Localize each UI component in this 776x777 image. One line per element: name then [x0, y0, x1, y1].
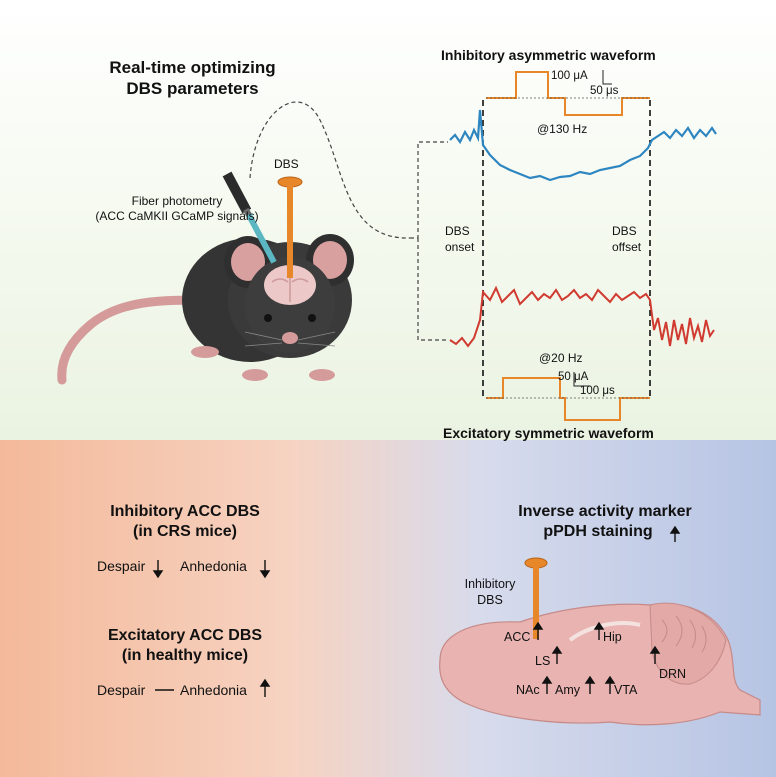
- inhibitory-acc-dbs-title: Inhibitory ACC DBS (in CRS mice): [70, 502, 300, 542]
- dbs-offset-label: DBS offset: [612, 223, 641, 255]
- offset-line2: offset: [612, 240, 642, 254]
- inhibitory-amplitude: 100 μA: [551, 70, 588, 82]
- excitatory-pulse-width: 100 μs: [580, 385, 615, 397]
- top-heading-line1: Real-time optimizing: [109, 58, 276, 77]
- region-vta: VTA: [614, 683, 638, 697]
- excitatory-acc-dbs-title: Excitatory ACC DBS (in healthy mice): [70, 626, 300, 666]
- inhibitory-pulse-width: 50 μs: [590, 85, 619, 97]
- fiber-photometry-label: Fiber photometry (ACC CaMKII GCaMP signa…: [82, 194, 272, 224]
- inhib-title-line1: Inhibitory ACC DBS: [110, 503, 260, 520]
- red-gcamp-trace: [449, 285, 715, 348]
- excit-title-line2: (in healthy mice): [121, 647, 249, 664]
- inhibitory-dbs-label: Inhibitory DBS: [455, 576, 525, 608]
- brain-dbs-line2: DBS: [477, 593, 503, 607]
- fiber-probe: [222, 171, 277, 264]
- top-heading-line2: DBS parameters: [126, 79, 259, 98]
- excit-anhedonia-label: Anhedonia: [180, 682, 247, 698]
- sagittal-brain-illustration: [439, 602, 761, 726]
- mouse-dbs-label: DBS: [274, 157, 299, 171]
- region-hip: Hip: [603, 630, 622, 644]
- marker-title-line2: pPDH staining: [543, 523, 653, 540]
- inhibitory-frequency: @130 Hz: [537, 122, 588, 136]
- fiber-label-line2: (ACC CaMKII GCaMP signals): [95, 209, 259, 223]
- region-drn: DRN: [659, 667, 687, 681]
- trace-bracket: [410, 141, 448, 341]
- top-panel-background: [0, 0, 776, 440]
- excitatory-waveform: [486, 377, 650, 421]
- inhib-anhedonia-label: Anhedonia: [180, 558, 247, 574]
- region-nac: NAc: [516, 683, 540, 697]
- marker-title-line1: Inverse activity marker: [518, 503, 692, 520]
- excitatory-waveform-title: Excitatory symmetric waveform: [443, 425, 654, 441]
- inhibitory-waveform-title: Inhibitory asymmetric waveform: [441, 47, 656, 63]
- onset-line2: onset: [445, 240, 475, 254]
- inverse-activity-marker-title: Inverse activity marker pPDH staining: [490, 502, 720, 542]
- blue-gcamp-trace: [449, 109, 717, 182]
- offset-line1: DBS: [612, 224, 637, 238]
- brain-dbs-electrode: [524, 557, 548, 639]
- fiber-connector-dashed: [249, 101, 411, 239]
- excit-title-line1: Excitatory ACC DBS: [107, 627, 263, 644]
- region-amy: Amy: [555, 683, 580, 697]
- inhib-despair-label: Despair: [97, 558, 146, 574]
- dbs-onset-label: DBS onset: [445, 223, 474, 255]
- region-ls: LS: [535, 654, 551, 668]
- brain-dbs-line1: Inhibitory: [464, 577, 516, 591]
- mouse-tail: [57, 295, 215, 385]
- mouse-dbs-electrode: [277, 176, 303, 278]
- arrows: [152, 525, 681, 697]
- excit-despair-label: Despair: [97, 682, 146, 698]
- inhib-title-line2: (in CRS mice): [132, 523, 237, 540]
- excitatory-amplitude: 50 μA: [558, 371, 589, 383]
- inhibitory-waveform: [486, 71, 650, 116]
- mouse-illustration: [182, 234, 354, 381]
- region-acc: ACC: [504, 630, 531, 644]
- excitatory-frequency: @20 Hz: [539, 351, 583, 365]
- fiber-label-line1: Fiber photometry: [131, 194, 223, 208]
- top-heading: Real-time optimizing DBS parameters: [80, 57, 305, 99]
- onset-line1: DBS: [445, 224, 470, 238]
